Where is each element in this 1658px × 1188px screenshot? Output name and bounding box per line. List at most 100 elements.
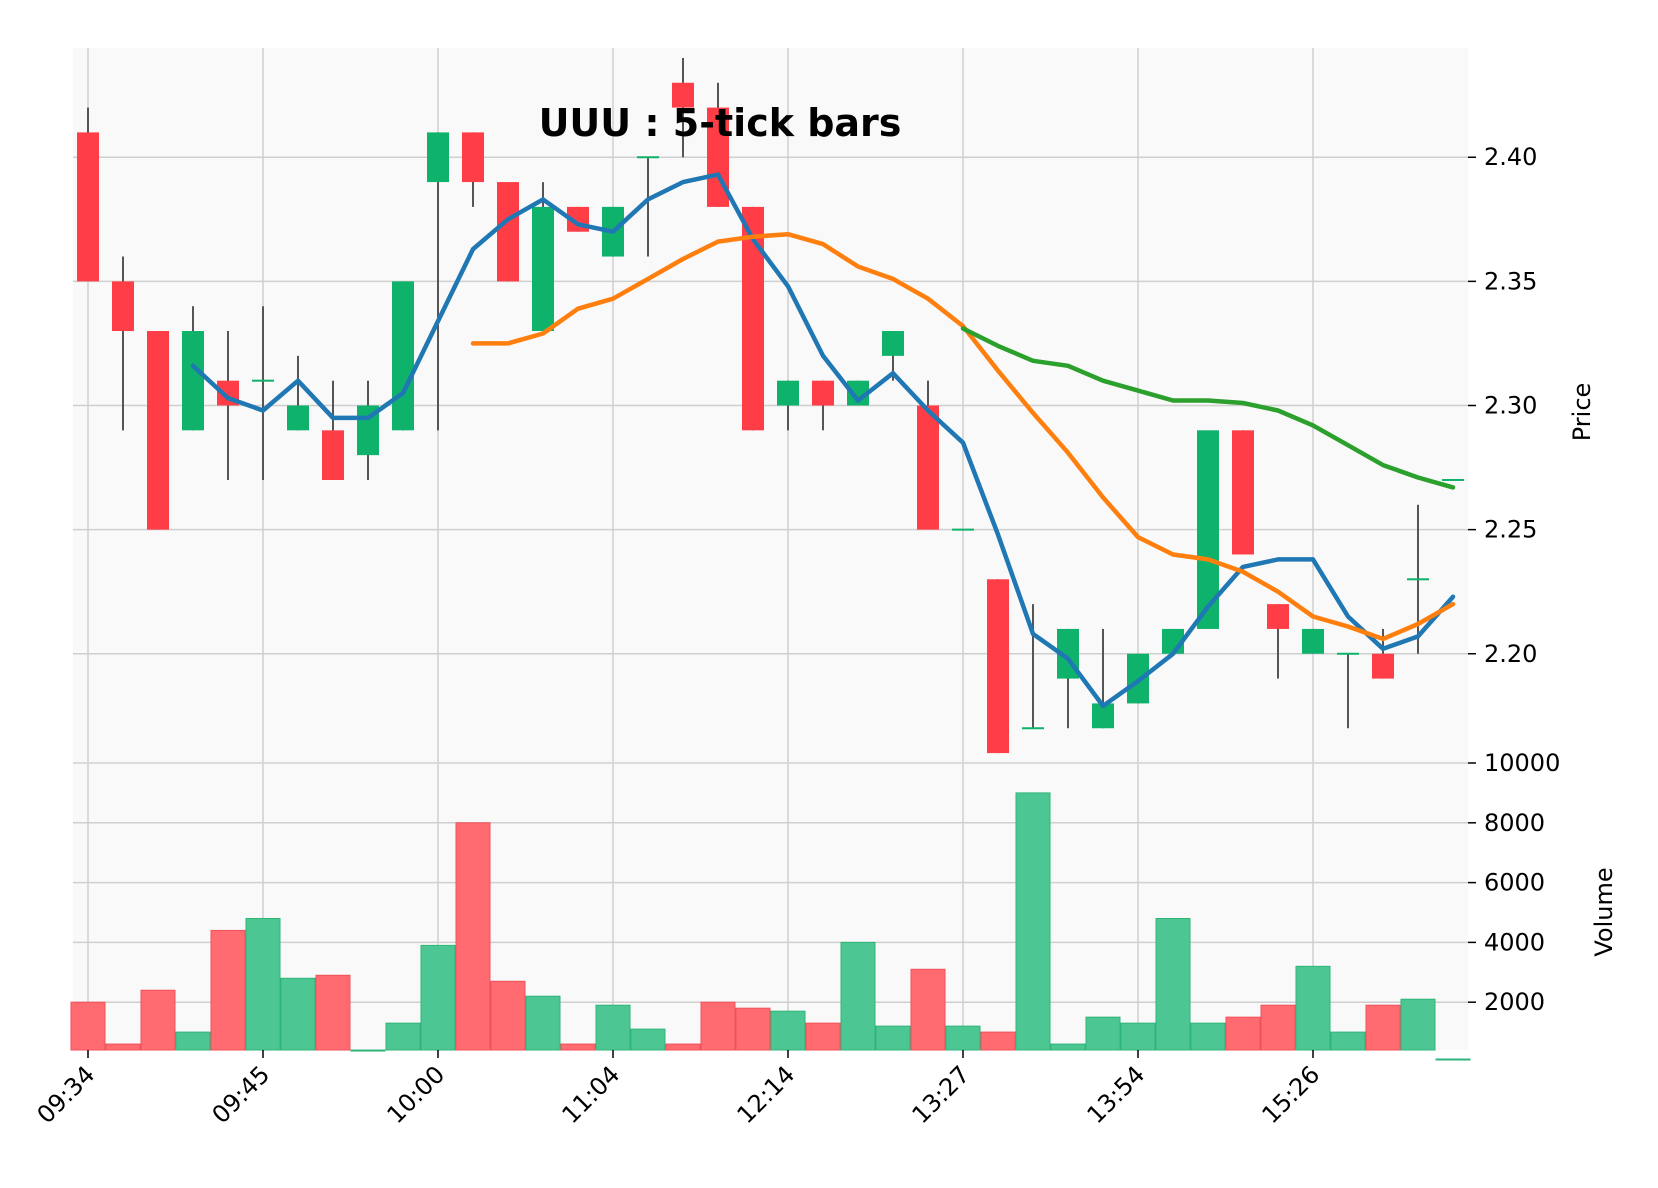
candle-body-29 — [1092, 703, 1114, 729]
volume-tick-label-6000: 6000 — [1484, 869, 1545, 897]
candle-body-34 — [1267, 604, 1289, 629]
candle-body-21 — [812, 380, 834, 406]
candle-body-23 — [882, 331, 904, 356]
volume-bar-32 — [1190, 1022, 1226, 1051]
volume-bar-35 — [1295, 965, 1331, 1051]
x-axis-ticks: 09:34 09:45 10:00 11:04 12:14 13:27 13:54 15:26 — [32, 1050, 1326, 1129]
candle-19 — [742, 206, 764, 431]
price-tick-label-2.30: 2.30 — [1484, 392, 1537, 420]
candle-body-19 — [742, 206, 764, 431]
candle-36 — [1337, 652, 1359, 729]
volume-bar-10 — [420, 944, 456, 1051]
candle-34 — [1267, 604, 1289, 679]
candle-body-20 — [777, 380, 799, 406]
candle-11 — [462, 132, 484, 207]
volume-bar-0 — [70, 1001, 106, 1051]
volume-bar-39 — [1435, 1058, 1471, 1061]
candle-body-35 — [1302, 628, 1324, 654]
x-tick-label-13:54: 13:54 — [1082, 1060, 1151, 1129]
volume-bar-21 — [805, 1022, 841, 1051]
candle-body-10 — [427, 132, 449, 183]
candle-38 — [1407, 504, 1429, 654]
candle-9 — [392, 281, 414, 431]
candle-27 — [1022, 604, 1044, 730]
candle-29 — [1092, 628, 1114, 729]
price-axis-ticks: 2.20 2.25 2.30 2.35 2.40 — [1468, 143, 1537, 668]
candle-33 — [1232, 430, 1254, 555]
volume-bar-13 — [525, 995, 561, 1051]
candle-26 — [987, 579, 1009, 754]
volume-bar-6 — [280, 977, 316, 1051]
candle-body-1 — [112, 281, 134, 332]
candle-body-3 — [182, 331, 204, 431]
candle-body-6 — [287, 405, 309, 431]
volume-bar-22 — [840, 941, 876, 1051]
candle-body-38 — [1407, 578, 1429, 581]
volume-tick-label-4000: 4000 — [1484, 928, 1545, 956]
candle-39 — [1442, 478, 1464, 481]
candle-10 — [427, 132, 449, 431]
candle-body-39 — [1442, 478, 1464, 481]
moving-average-line-1 — [190, 172, 1456, 709]
candle-32 — [1197, 430, 1219, 629]
candle-1 — [112, 256, 134, 431]
candle-body-26 — [987, 579, 1009, 754]
volume-bar-14 — [560, 1043, 596, 1051]
volume-tick-label-8000: 8000 — [1484, 809, 1545, 837]
volume-bar-30 — [1120, 1022, 1156, 1051]
candle-body-22 — [847, 380, 869, 406]
volume-bar-27 — [1015, 792, 1051, 1051]
volume-bar-31 — [1155, 917, 1191, 1051]
volume-bar-3 — [175, 1031, 211, 1051]
price-tick-label-2.25: 2.25 — [1484, 516, 1537, 544]
volume-bar-29 — [1085, 1016, 1121, 1051]
x-tick-label-09:34: 09:34 — [32, 1060, 101, 1129]
chart-title: UUU : 5-tick bars — [539, 101, 902, 145]
candle-body-27 — [1022, 727, 1044, 730]
candle-35 — [1302, 628, 1324, 654]
candle-0 — [77, 107, 99, 282]
candle-body-25 — [952, 528, 974, 531]
volume-bar-2 — [140, 989, 176, 1051]
x-tick-label-10:00: 10:00 — [382, 1060, 451, 1129]
candle-body-5 — [252, 379, 274, 382]
volume-bar-25 — [945, 1025, 981, 1051]
candle-body-7 — [322, 430, 344, 480]
volume-tick-label-10000: 10000 — [1484, 749, 1560, 777]
candle-body-32 — [1197, 430, 1219, 629]
volume-bar-26 — [980, 1031, 1016, 1051]
candle-body-2 — [147, 331, 169, 530]
volume-bar-19 — [735, 1007, 771, 1051]
candle-body-36 — [1337, 652, 1359, 655]
volume-bar-17 — [665, 1043, 701, 1051]
volume-bar-11 — [455, 822, 491, 1051]
candle-13 — [532, 182, 554, 332]
volume-bar-9 — [385, 1022, 421, 1051]
volume-bar-18 — [700, 1001, 736, 1051]
candle-body-16 — [637, 156, 659, 159]
volume-axis-ticks: 2000 4000 6000 8000 10000 — [1468, 749, 1560, 1016]
x-tick-label-15:26: 15:26 — [1257, 1060, 1326, 1129]
volume-bar-7 — [315, 974, 351, 1051]
volume-bar-23 — [875, 1025, 911, 1051]
volume-bar-12 — [490, 980, 526, 1051]
volume-bar-5 — [245, 917, 281, 1051]
candle-body-24 — [917, 405, 939, 530]
volume-bars — [70, 792, 1471, 1061]
candle-21 — [812, 380, 834, 431]
candle-body-12 — [497, 182, 519, 282]
price-tick-label-2.40: 2.40 — [1484, 143, 1537, 171]
x-tick-label-12:14: 12:14 — [732, 1060, 801, 1129]
volume-bar-33 — [1225, 1016, 1261, 1051]
volume-tick-label-2000: 2000 — [1484, 988, 1545, 1016]
candle-body-33 — [1232, 430, 1254, 555]
moving-average-line-3 — [960, 326, 1456, 490]
volume-bar-1 — [105, 1043, 141, 1051]
candle-20 — [777, 380, 799, 431]
volume-bar-24 — [910, 968, 946, 1051]
volume-bar-15 — [595, 1004, 631, 1051]
grid — [73, 48, 1468, 1050]
volume-bar-36 — [1330, 1031, 1366, 1051]
candle-body-0 — [77, 132, 99, 282]
